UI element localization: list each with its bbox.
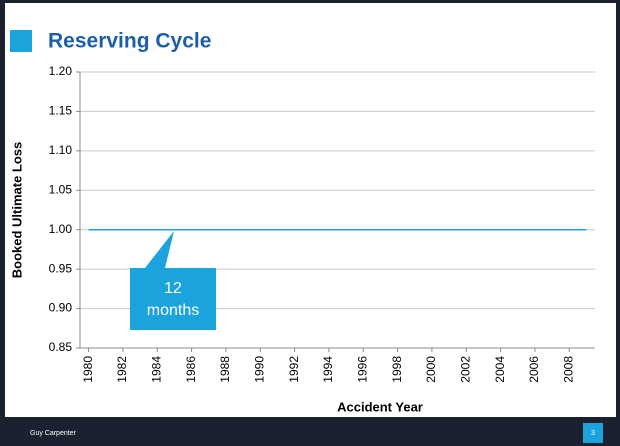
x-tick-label: 1994 [321,356,335,383]
x-tick-label: 1998 [390,356,404,383]
x-tick-label: 1988 [218,356,232,383]
x-tick-label: 1984 [149,356,163,383]
x-tick-label: 2004 [493,356,507,383]
callout-text: months [147,302,199,319]
y-tick-label: 1.05 [49,182,73,196]
y-tick-label: 0.90 [49,301,73,315]
callout: 12 months [130,231,216,330]
x-tick-label: 1986 [184,356,198,383]
x-tick-label: 1992 [287,356,301,383]
x-tick-label: 1996 [355,356,369,383]
y-tick-label: 1.10 [49,143,73,157]
footer-company: Guy Carpenter [30,430,77,437]
x-tick-label: 1980 [81,356,95,383]
title-square [10,30,32,52]
callout-shape [130,231,216,330]
x-tick-label: 2002 [458,356,472,383]
page-number-box [583,423,603,443]
x-tick-label: 1982 [115,356,129,383]
y-axis-label: Booked Ultimate Loss [9,142,24,279]
plot: 0.85 0.90 0.95 1.00 1.05 1.10 1.15 1.20 1980 1982… [49,64,595,383]
x-axis-label: Accident Year [337,399,423,414]
x-tick-label: 2000 [424,356,438,383]
page-number: 3 [591,430,595,437]
x-tick-label: 2008 [561,356,575,383]
x-tick-label: 1990 [252,356,266,383]
slide-body [5,3,616,417]
y-tick-label: 0.95 [49,261,73,275]
y-tick-label: 1.15 [49,104,73,118]
y-tick-label: 0.85 [49,340,73,354]
callout-text: 12 [164,280,182,297]
y-tick-label: 1.00 [49,222,73,236]
chart-title: Reserving Cycle [48,30,211,53]
x-tick-label: 2006 [527,356,541,383]
y-tick-label: 1.20 [49,64,73,78]
